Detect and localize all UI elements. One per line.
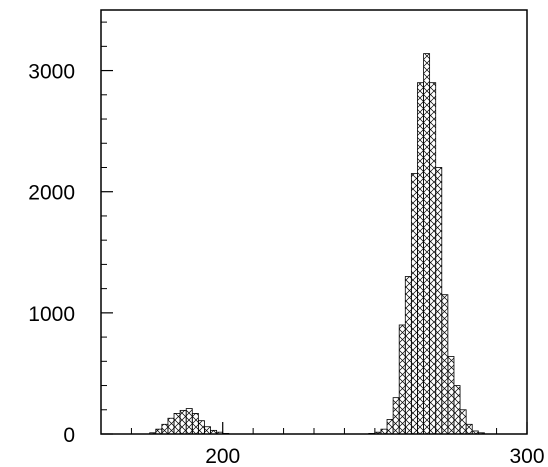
histogram-bar (167, 417, 175, 435)
histogram-bar (435, 167, 443, 435)
histogram-bar (191, 413, 199, 435)
axis-tick-labels: 0 1000 2000 3000 200 300 (28, 61, 544, 467)
histogram-bar (149, 432, 157, 435)
histogram-bar (368, 432, 376, 435)
histogram-bar (204, 426, 211, 435)
axis-ticks (100, 21, 528, 435)
histogram-bar (441, 294, 449, 435)
histogram-bar (477, 432, 485, 435)
histogram-bar (161, 423, 169, 435)
histogram-bar (447, 356, 455, 435)
histogram-bar (471, 430, 479, 435)
y-tick-label: 2000 (28, 182, 75, 205)
histogram-bar (222, 432, 230, 435)
histogram-bar (210, 429, 218, 435)
histogram-bar (423, 53, 431, 435)
histogram-bar (417, 82, 424, 435)
histogram-bar (410, 173, 418, 435)
histogram-bar (179, 409, 187, 435)
histogram-bar (216, 431, 224, 435)
x-tick-label: 200 (205, 445, 240, 467)
histogram-bar (155, 428, 163, 435)
histogram-bar (404, 276, 412, 435)
histogram-bar (429, 82, 437, 435)
histogram-bar (392, 397, 400, 435)
x-tick-label: 300 (509, 445, 544, 467)
histogram-bar (459, 409, 467, 435)
histogram-bar (386, 419, 394, 435)
histogram-bar (465, 423, 473, 435)
y-tick-label: 3000 (28, 61, 75, 84)
histogram-bar (398, 324, 406, 435)
y-tick-label: 1000 (28, 303, 75, 326)
y-tick-label: 0 (63, 424, 75, 447)
plot-frame (100, 9, 528, 435)
histogram-bar (185, 408, 193, 435)
histogram-bar (173, 413, 181, 435)
histogram-bars (149, 53, 485, 435)
histogram-bar (453, 385, 461, 435)
histogram-bar (197, 420, 205, 435)
histogram-bar (374, 431, 382, 435)
histogram-bar (380, 428, 388, 435)
